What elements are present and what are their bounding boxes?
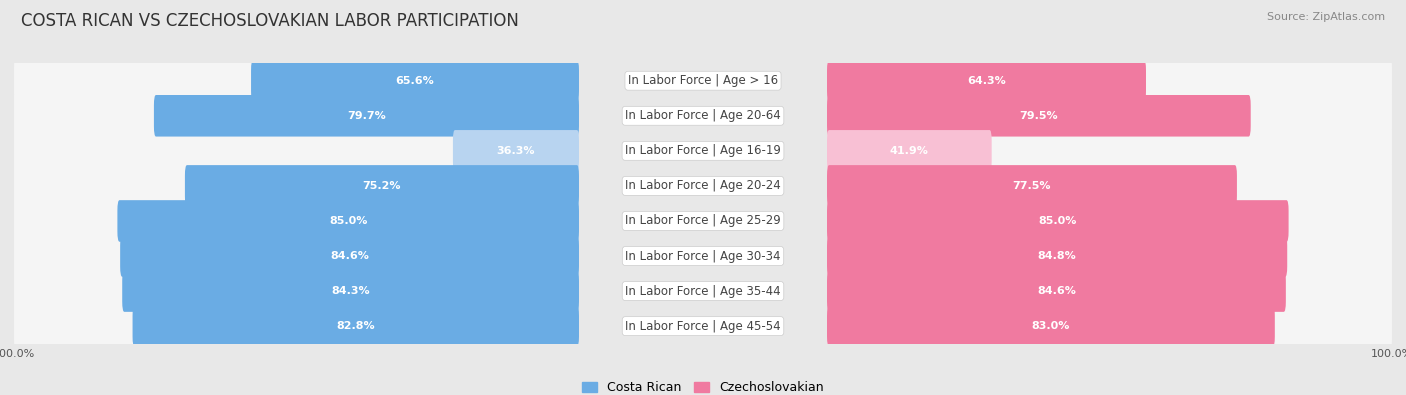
Text: 83.0%: 83.0% xyxy=(1032,321,1070,331)
Text: 65.6%: 65.6% xyxy=(395,76,434,86)
FancyBboxPatch shape xyxy=(827,300,1392,352)
FancyBboxPatch shape xyxy=(827,200,1289,242)
FancyBboxPatch shape xyxy=(827,230,1392,282)
FancyBboxPatch shape xyxy=(14,265,579,317)
FancyBboxPatch shape xyxy=(827,270,1286,312)
Text: 64.3%: 64.3% xyxy=(967,76,1005,86)
Text: 82.8%: 82.8% xyxy=(336,321,375,331)
Text: 36.3%: 36.3% xyxy=(496,146,536,156)
FancyBboxPatch shape xyxy=(827,90,1392,142)
FancyBboxPatch shape xyxy=(120,235,579,277)
FancyBboxPatch shape xyxy=(827,95,1251,137)
FancyBboxPatch shape xyxy=(117,200,579,242)
FancyBboxPatch shape xyxy=(14,124,579,177)
Text: In Labor Force | Age 16-19: In Labor Force | Age 16-19 xyxy=(626,144,780,157)
FancyBboxPatch shape xyxy=(186,165,579,207)
Text: In Labor Force | Age 45-54: In Labor Force | Age 45-54 xyxy=(626,320,780,333)
FancyBboxPatch shape xyxy=(827,195,1392,247)
Text: 84.3%: 84.3% xyxy=(332,286,370,296)
Text: 41.9%: 41.9% xyxy=(890,146,929,156)
FancyBboxPatch shape xyxy=(453,130,579,171)
FancyBboxPatch shape xyxy=(14,300,579,352)
FancyBboxPatch shape xyxy=(827,130,991,171)
FancyBboxPatch shape xyxy=(827,55,1392,107)
Text: In Labor Force | Age 25-29: In Labor Force | Age 25-29 xyxy=(626,214,780,228)
FancyBboxPatch shape xyxy=(827,235,1288,277)
FancyBboxPatch shape xyxy=(132,305,579,347)
Text: 79.7%: 79.7% xyxy=(347,111,385,121)
FancyBboxPatch shape xyxy=(827,305,1275,347)
FancyBboxPatch shape xyxy=(252,60,579,102)
Text: 85.0%: 85.0% xyxy=(1039,216,1077,226)
FancyBboxPatch shape xyxy=(827,265,1392,317)
Text: COSTA RICAN VS CZECHOSLOVAKIAN LABOR PARTICIPATION: COSTA RICAN VS CZECHOSLOVAKIAN LABOR PAR… xyxy=(21,12,519,30)
Text: In Labor Force | Age > 16: In Labor Force | Age > 16 xyxy=(628,74,778,87)
Text: 85.0%: 85.0% xyxy=(329,216,367,226)
Text: 84.6%: 84.6% xyxy=(330,251,368,261)
Text: Source: ZipAtlas.com: Source: ZipAtlas.com xyxy=(1267,12,1385,22)
FancyBboxPatch shape xyxy=(153,95,579,137)
FancyBboxPatch shape xyxy=(14,90,579,142)
Text: 77.5%: 77.5% xyxy=(1012,181,1052,191)
Text: In Labor Force | Age 20-64: In Labor Force | Age 20-64 xyxy=(626,109,780,122)
Text: In Labor Force | Age 20-24: In Labor Force | Age 20-24 xyxy=(626,179,780,192)
FancyBboxPatch shape xyxy=(14,230,579,282)
FancyBboxPatch shape xyxy=(827,124,1392,177)
FancyBboxPatch shape xyxy=(14,160,579,212)
Legend: Costa Rican, Czechoslovakian: Costa Rican, Czechoslovakian xyxy=(578,376,828,395)
FancyBboxPatch shape xyxy=(122,270,579,312)
Text: 75.2%: 75.2% xyxy=(363,181,401,191)
Text: 84.8%: 84.8% xyxy=(1038,251,1077,261)
FancyBboxPatch shape xyxy=(827,60,1146,102)
FancyBboxPatch shape xyxy=(827,160,1392,212)
FancyBboxPatch shape xyxy=(14,55,579,107)
Text: 79.5%: 79.5% xyxy=(1019,111,1059,121)
Text: In Labor Force | Age 30-34: In Labor Force | Age 30-34 xyxy=(626,250,780,263)
Text: In Labor Force | Age 35-44: In Labor Force | Age 35-44 xyxy=(626,284,780,297)
FancyBboxPatch shape xyxy=(827,165,1237,207)
FancyBboxPatch shape xyxy=(14,195,579,247)
Text: 84.6%: 84.6% xyxy=(1038,286,1076,296)
